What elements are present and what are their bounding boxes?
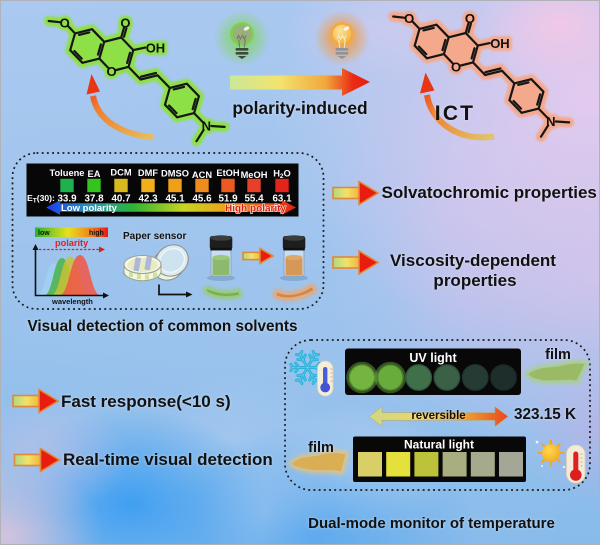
svg-text:MeOH: MeOH <box>241 170 268 180</box>
svg-text:DMF: DMF <box>138 168 158 178</box>
svg-text:40.7: 40.7 <box>111 194 131 205</box>
svg-text:42.3: 42.3 <box>138 194 158 205</box>
svg-text:45.1: 45.1 <box>165 194 185 205</box>
svg-text:ACN: ACN <box>192 170 212 180</box>
svg-text:Low polarity: Low polarity <box>61 203 118 214</box>
svg-text:37.8: 37.8 <box>84 194 104 205</box>
svg-text:55.4: 55.4 <box>244 194 264 205</box>
svg-text:51.9: 51.9 <box>218 194 238 205</box>
svg-text:H2O: H2O <box>273 169 291 181</box>
svg-text:High polarity: High polarity <box>225 204 287 215</box>
svg-text:high: high <box>89 230 104 237</box>
svg-text:DMSO: DMSO <box>161 169 189 179</box>
svg-text:45.6: 45.6 <box>192 194 212 205</box>
svg-text:Toluene: Toluene <box>50 168 85 178</box>
svg-text:Natural light: Natural light <box>404 438 474 452</box>
svg-text:High polarity: High polarity <box>225 204 287 215</box>
svg-text:33.9: 33.9 <box>57 194 77 205</box>
svg-text:DCM: DCM <box>110 168 131 178</box>
svg-text:ET(30):: ET(30): <box>27 193 55 205</box>
svg-text:UV light: UV light <box>409 351 457 365</box>
svg-text:EtOH: EtOH <box>216 168 240 178</box>
svg-text:wavelength: wavelength <box>51 297 93 306</box>
svg-text:polarity: polarity <box>55 238 89 248</box>
svg-text:low: low <box>38 230 50 237</box>
svg-text:EA: EA <box>88 169 101 179</box>
svg-text:63.1: 63.1 <box>272 194 292 205</box>
